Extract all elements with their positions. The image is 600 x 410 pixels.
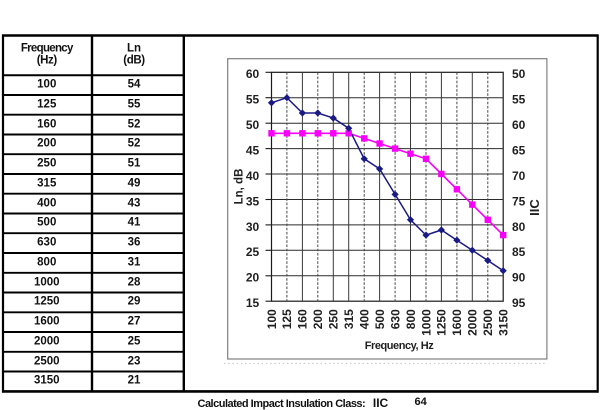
svg-text:90: 90 — [512, 271, 526, 285]
svg-text:160: 160 — [296, 309, 310, 329]
svg-text:1250: 1250 — [435, 309, 449, 336]
svg-text:315: 315 — [342, 309, 356, 329]
svg-text:55: 55 — [246, 93, 260, 107]
svg-text:800: 800 — [404, 309, 418, 329]
svg-text:2000: 2000 — [466, 309, 480, 336]
svg-text:500: 500 — [373, 309, 387, 329]
svg-text:Ln, dB: Ln, dB — [234, 169, 246, 205]
svg-text:40: 40 — [246, 169, 260, 183]
svg-text:100: 100 — [265, 309, 279, 329]
svg-text:85: 85 — [512, 245, 526, 259]
svg-text:60: 60 — [512, 118, 526, 132]
svg-text:Frequency, Hz: Frequency, Hz — [365, 340, 434, 352]
svg-text:65: 65 — [512, 144, 526, 158]
svg-text:2500: 2500 — [481, 309, 495, 336]
svg-text:20: 20 — [246, 271, 260, 285]
svg-text:400: 400 — [358, 309, 372, 329]
svg-text:25: 25 — [246, 245, 260, 259]
svg-text:70: 70 — [512, 169, 526, 183]
svg-text:50: 50 — [246, 118, 260, 132]
svg-text:95: 95 — [512, 296, 526, 310]
svg-text:630: 630 — [388, 309, 402, 329]
svg-text:80: 80 — [512, 220, 526, 234]
svg-text:55: 55 — [512, 93, 526, 107]
svg-text:45: 45 — [246, 144, 260, 158]
svg-text:IIC: IIC — [527, 199, 542, 216]
svg-text:50: 50 — [512, 67, 526, 81]
svg-text:60: 60 — [246, 67, 260, 81]
svg-text:3150: 3150 — [497, 309, 511, 336]
svg-text:125: 125 — [280, 309, 294, 329]
svg-text:200: 200 — [311, 309, 325, 329]
svg-text:75: 75 — [512, 194, 526, 208]
svg-text:250: 250 — [327, 309, 341, 329]
svg-text:35: 35 — [246, 194, 260, 208]
svg-text:1000: 1000 — [419, 309, 433, 336]
svg-text:1600: 1600 — [450, 309, 464, 336]
svg-text:30: 30 — [246, 220, 260, 234]
svg-text:15: 15 — [246, 296, 260, 310]
